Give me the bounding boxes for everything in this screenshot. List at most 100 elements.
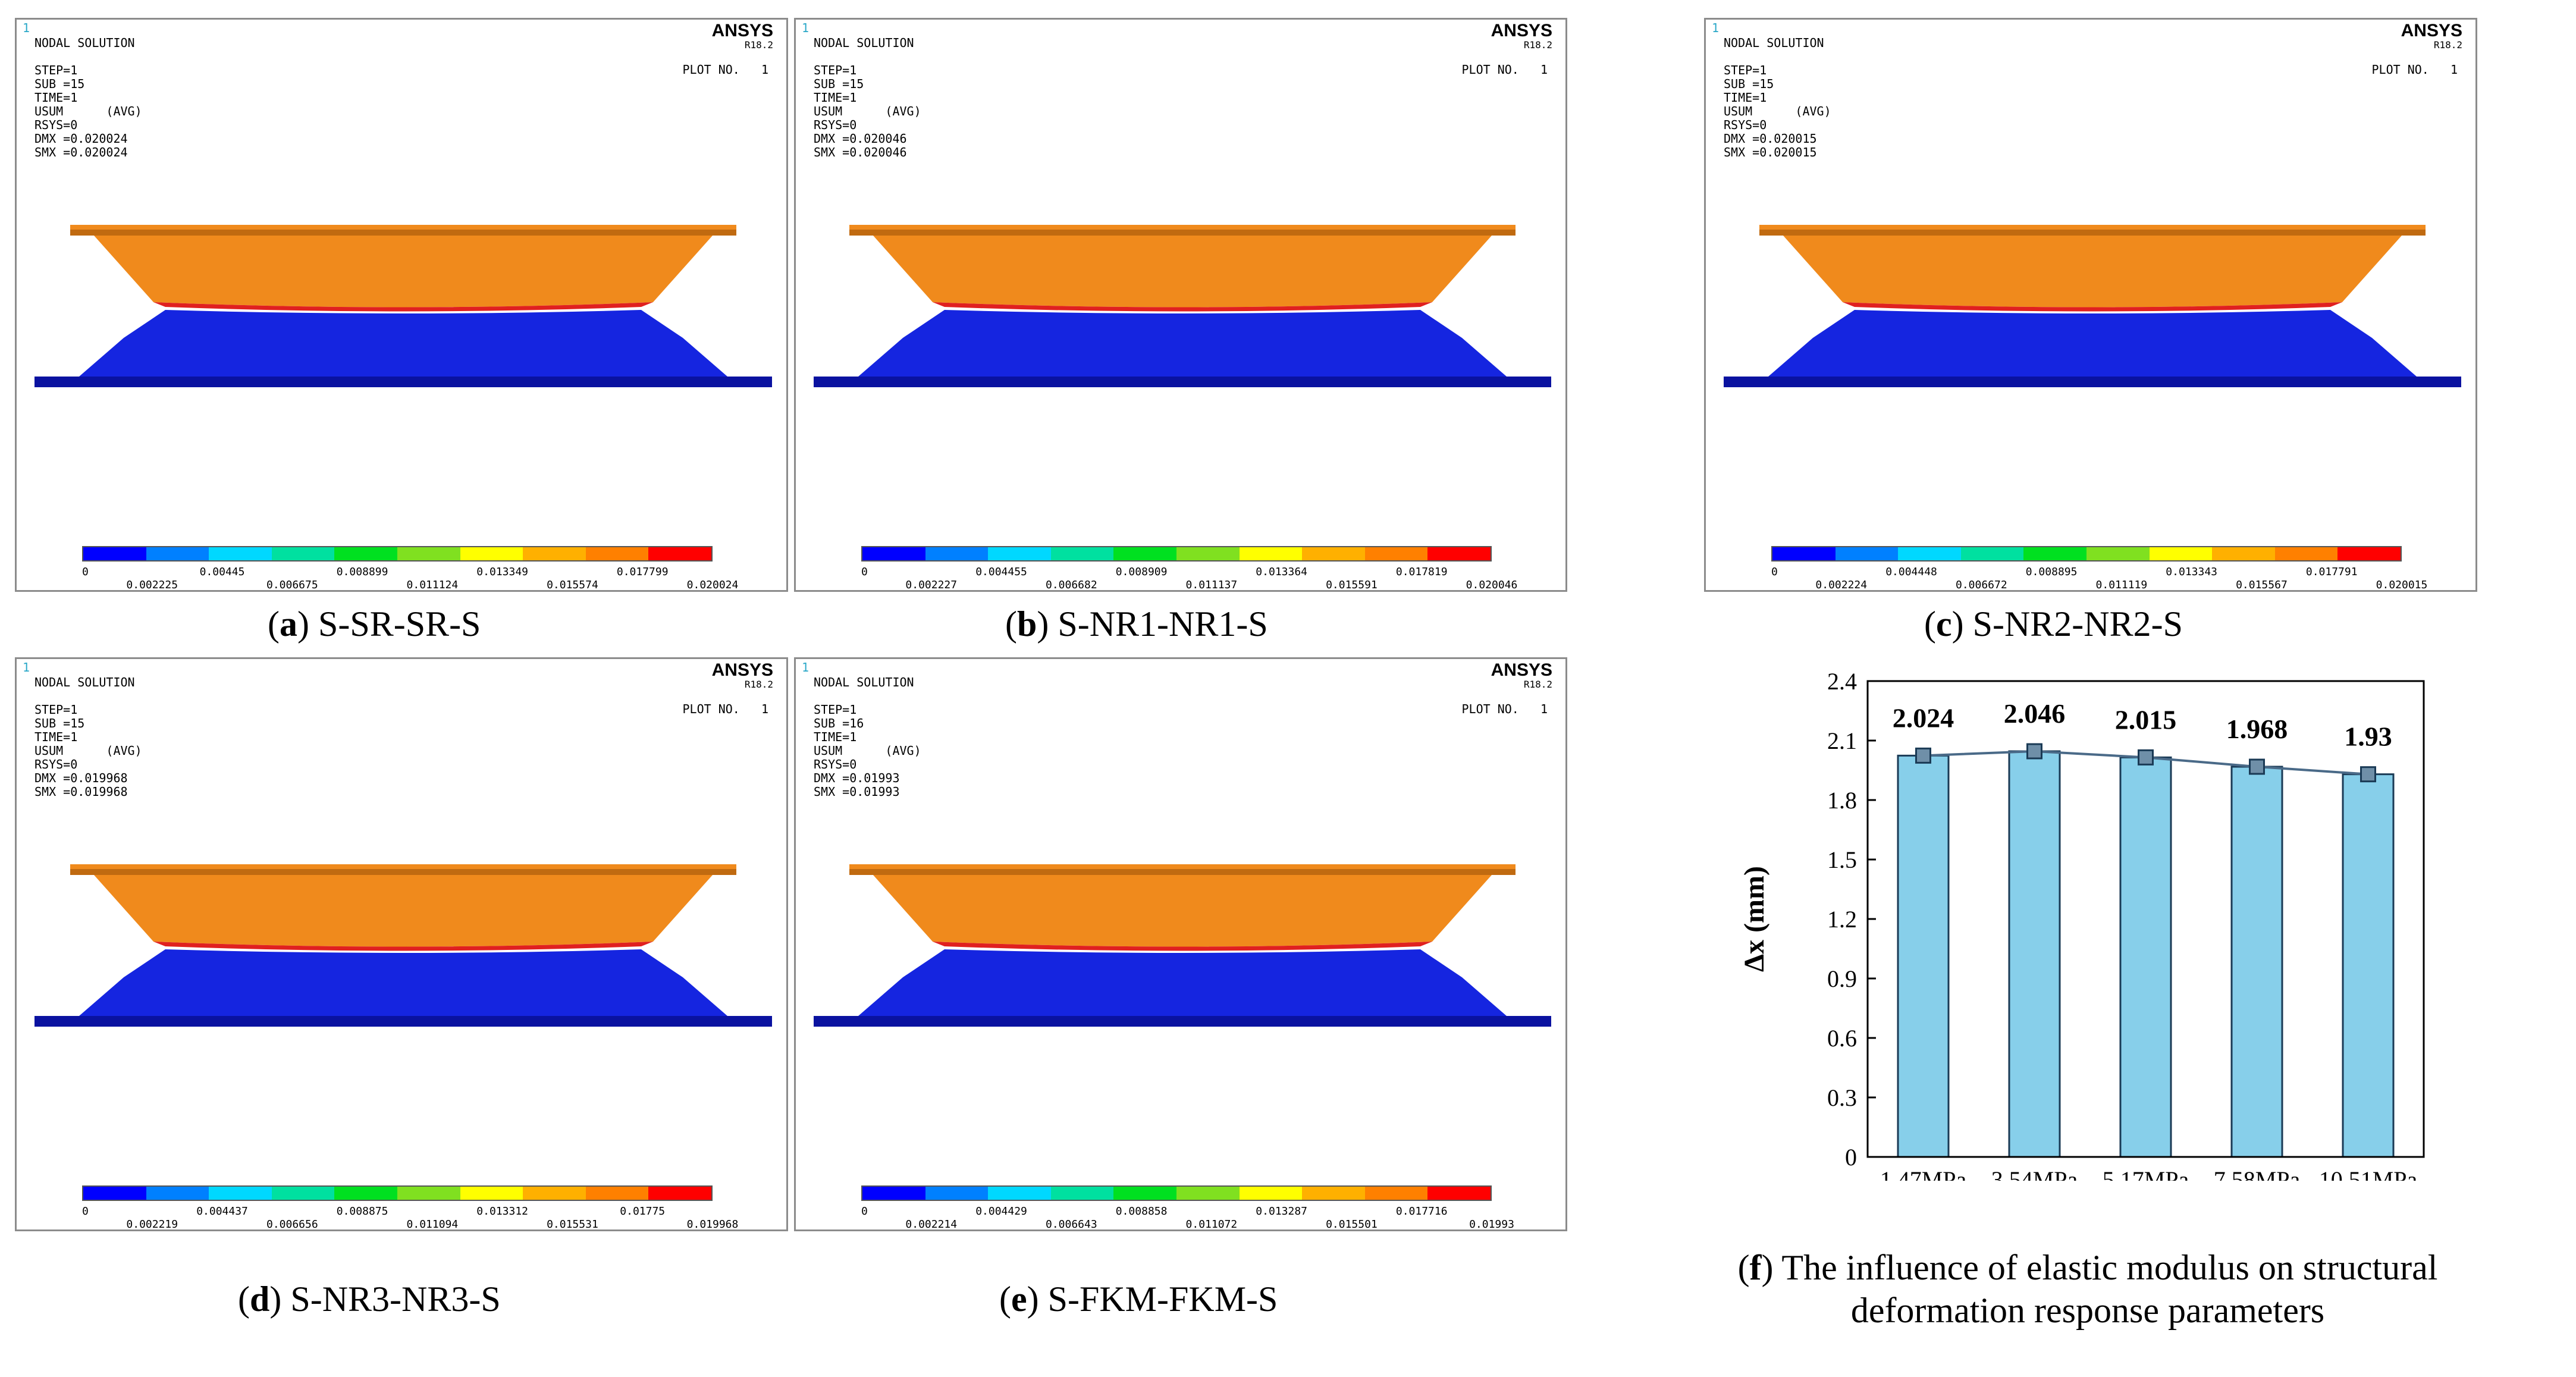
contact-zone [153,302,653,312]
legend-label: 0.015574 [547,579,598,591]
upper-plate-top [849,864,1516,869]
trend-marker [2138,749,2154,766]
legend-label: 0.011124 [406,579,459,591]
legend-label: 0.017799 [616,566,669,578]
header-line: DMX =0.020024 [34,131,128,146]
legend-label: 0.015567 [2236,579,2288,591]
header-line: TIME=1 [34,90,78,105]
legend-swatch [648,547,711,560]
caption-a: (a) S-SR-SR-S [268,604,481,644]
header-line: NODAL SOLUTION [814,675,914,689]
legend-label: 0.002225 [126,579,178,591]
bar [2119,756,2172,1158]
header-line: SMX =0.019968 [34,785,128,799]
header-line: TIME=1 [814,90,857,105]
legend-label: 0.002214 [905,1218,958,1231]
header-line: STEP=1 [1724,63,1767,77]
legend-swatch [209,547,272,560]
legend-swatch [1239,1187,1303,1200]
legend-label: 0.013349 [476,566,529,578]
legend-label: 0.004455 [975,566,1027,578]
header-line: SUB =15 [814,77,864,91]
legend-swatch [271,547,335,560]
header-line: DMX =0.020046 [814,131,907,146]
legend-swatch [1302,547,1365,560]
upper-plate-top [1759,225,2426,230]
legend-swatch [1113,547,1176,560]
legend-swatch [1772,547,1835,560]
solution-header: NODAL SOLUTION STEP=1 SUB =15 TIME=1 USUM (A… [1724,36,1831,159]
bearing-model [1724,225,2461,387]
bar [2230,766,2283,1158]
color-legend [861,546,1492,562]
bearing-model [814,225,1551,387]
legend-swatch [2274,547,2338,560]
plot-number: PLOT NO. 1 [1461,702,1548,716]
y-tick-label: 0.9 [1827,965,1857,992]
plot-number: PLOT NO. 1 [682,702,769,716]
bar [2342,773,2395,1158]
header-line: SUB =16 [814,716,864,730]
brand-version: R18.2 [2433,39,2462,51]
header-line: DMX =0.01993 [814,771,900,785]
legend-label: 0.006682 [1045,579,1097,591]
bearing-model [34,864,772,1027]
legend-swatch [334,1187,397,1200]
legend-swatch [1960,547,2024,560]
brand-name: ANSYS [711,660,773,680]
lower-plate [814,1016,1551,1027]
panel-corner-number: 1 [1712,21,1720,35]
legend-label: 0.017819 [1395,566,1448,578]
header-line: RSYS=0 [34,757,78,771]
legend-swatch [523,547,586,560]
plot-number: PLOT NO. 1 [2371,62,2458,77]
legend-label: 0 [82,1205,89,1218]
legend-swatch [146,547,209,560]
legend-swatch [1239,547,1303,560]
legend-label: 0 [1771,566,1778,578]
header-line: RSYS=0 [814,757,857,771]
y-axis-label: Δx (mm) [1739,866,1770,972]
legend-label: 0 [861,1205,868,1218]
panel-a: 1 NODAL SOLUTION STEP=1 SUB =15 TIME=1 USUM (… [15,18,788,592]
header-line: SMX =0.01993 [814,785,900,799]
legend-label: 0.013312 [476,1205,529,1218]
header-line: SUB =15 [1724,77,1774,91]
legend-swatch [585,1187,649,1200]
header-line: RSYS=0 [1724,118,1767,132]
lower-plate [34,377,772,387]
legend-label: 0.020046 [1466,579,1518,591]
brand-version: R18.2 [744,679,773,690]
bar-value-label: 2.015 [2115,704,2177,735]
legend-label: 0.008858 [1115,1205,1168,1218]
legend-label: 0.006656 [266,1218,318,1231]
legend-swatch [209,1187,272,1200]
panel-c: 1 NODAL SOLUTION STEP=1 SUB =15 TIME=1 USUM (… [1704,18,2477,592]
header-line: RSYS=0 [34,118,78,132]
panel-b: 1 NODAL SOLUTION STEP=1 SUB =15 TIME=1 USUM (… [794,18,1567,592]
legend-label: 0.006675 [266,579,318,591]
legend-label: 0.011137 [1185,579,1238,591]
ansys-logo-text: ANSYS R18.2 [1491,21,1552,51]
solution-header: NODAL SOLUTION STEP=1 SUB =15 TIME=1 USUM (A… [34,36,142,159]
ansys-logo-text: ANSYS R18.2 [712,660,773,690]
legend-swatch [397,547,460,560]
legend-swatch [1176,1187,1240,1200]
legend-swatch [862,547,925,560]
legend-swatch [585,547,649,560]
legend-label: 0.004437 [196,1205,248,1218]
legend-swatch [1364,1187,1428,1200]
chart-f: 2.024 1.47MPa 2.046 3.54MPa 2.015 5.17MPa 1.96… [1739,668,2425,1181]
legend-label: 0.017791 [2305,566,2358,578]
legend-swatch [334,547,397,560]
header-line: TIME=1 [34,730,78,744]
legend-swatch [1835,547,1899,560]
bar [1897,754,1950,1158]
header-line: USUM (AVG) [34,744,142,758]
bar [2008,750,2061,1158]
legend-label: 0.020024 [686,579,739,591]
legend-label: 0.015501 [1326,1218,1378,1231]
legend-label: 0.002219 [126,1218,178,1231]
legend-label: 0.017716 [1395,1205,1448,1218]
y-tick-label: 1.2 [1827,906,1857,933]
